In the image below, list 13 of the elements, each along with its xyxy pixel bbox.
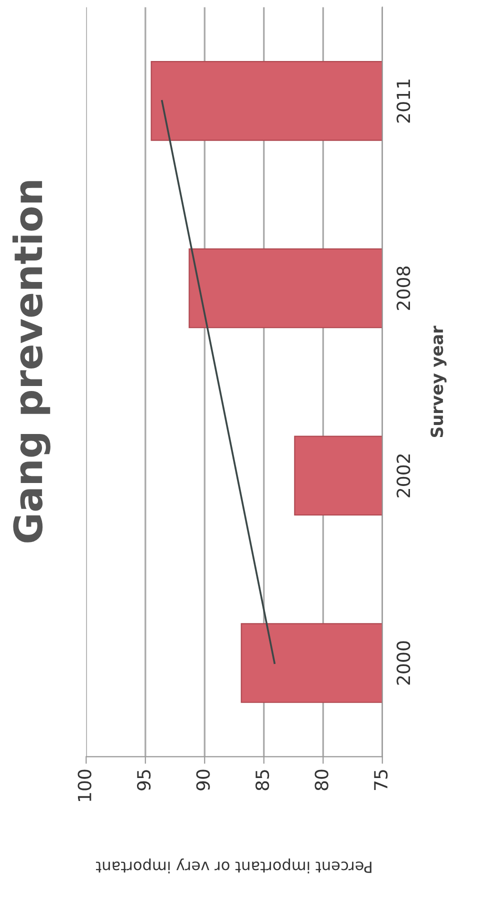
x-tick-label: 90 (196, 770, 210, 790)
y-tick-label: 2002 (396, 454, 410, 498)
x-axis-title: Percent important or very important (96, 858, 372, 874)
y-tick-label: 2000 (396, 641, 410, 685)
y-tick-label: 2008 (396, 266, 410, 310)
y-tick-label: 2011 (396, 80, 410, 123)
x-tick-label: 75 (374, 770, 388, 790)
x-tick-label: 100 (78, 770, 92, 801)
x-tick-label: 80 (314, 770, 328, 790)
x-tick-label: 85 (255, 770, 270, 790)
x-tick-label: 95 (136, 770, 151, 790)
y-axis-title: Survey year (430, 326, 447, 438)
text: Gang prevention (12, 181, 50, 542)
